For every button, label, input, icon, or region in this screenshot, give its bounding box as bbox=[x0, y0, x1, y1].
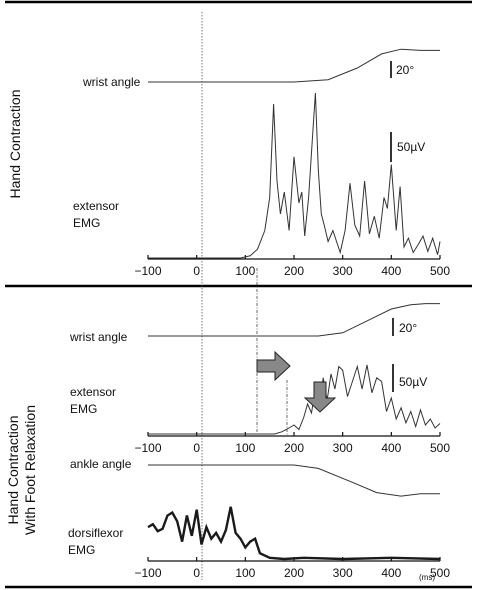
p2-x-axis-dorsiflexor: −100 0 100 200 300 400 500 bbox=[134, 557, 450, 580]
p1-wrist-angle-label: wrist angle bbox=[82, 75, 141, 89]
p2-dorsiflexor-label-line2: EMG bbox=[68, 543, 95, 557]
panel2-condition-label-line1: Hand Contraction bbox=[5, 416, 21, 525]
p1-tick-label: 0 bbox=[193, 264, 200, 278]
p2-ankle-angle-label: ankle angle bbox=[70, 457, 132, 471]
p2a-tick-label: −100 bbox=[134, 441, 161, 455]
p2b-tick-label: 0 bbox=[193, 566, 200, 580]
p1-x-axis: −100 0 100 200 300 400 500 bbox=[134, 255, 450, 278]
p2b-tick-label: −100 bbox=[134, 566, 161, 580]
p1-extensor-label-line2: EMG bbox=[73, 216, 100, 230]
p1-tick-label: 200 bbox=[284, 264, 304, 278]
p2a-tick-label: 0 bbox=[193, 441, 200, 455]
p1-angle-scale-label: 20° bbox=[396, 63, 414, 77]
p2-emg-scale-label: 50µV bbox=[399, 375, 427, 389]
p1-tick-label: 500 bbox=[430, 264, 450, 278]
x-unit-label: (ms) bbox=[419, 573, 435, 582]
p1-tick-label: −100 bbox=[134, 264, 161, 278]
p1-extensor-label-line1: extensor bbox=[73, 199, 119, 213]
panel2-condition-label-line2: With Foot Relaxation bbox=[22, 405, 38, 535]
p1-extensor-emg-trace bbox=[148, 92, 441, 259]
p2a-tick-label: 300 bbox=[333, 441, 353, 455]
panel1-condition-label: Hand Contraction bbox=[7, 90, 23, 199]
amplitude-reduction-arrow bbox=[303, 381, 337, 413]
p1-tick-label: 300 bbox=[333, 264, 353, 278]
p1-emg-scale-label: 50µV bbox=[397, 140, 425, 154]
p2b-tick-label: 200 bbox=[284, 566, 304, 580]
p2-angle-scale-label: 20° bbox=[399, 321, 417, 335]
p2-dorsiflexor-emg-trace bbox=[147, 506, 441, 561]
p2a-tick-label: 200 bbox=[284, 441, 304, 455]
p1-wrist-angle-trace bbox=[148, 48, 440, 83]
p2-ankle-angle-trace bbox=[148, 464, 440, 497]
p1-tick-label: 100 bbox=[235, 264, 255, 278]
onset-delay-arrow bbox=[256, 350, 291, 382]
p2-extensor-emg-trace bbox=[148, 364, 441, 435]
p1-tick-label: 400 bbox=[381, 264, 401, 278]
p2-wrist-angle-trace bbox=[148, 303, 440, 337]
p2b-tick-label: 500 bbox=[430, 566, 450, 580]
p2-x-axis-extensor: −100 0 100 200 300 400 500 bbox=[134, 432, 450, 455]
p2-dorsiflexor-label-line1: dorsiflexor bbox=[68, 526, 123, 540]
p2a-tick-label: 500 bbox=[430, 441, 450, 455]
p2b-tick-label: 300 bbox=[333, 566, 353, 580]
p2a-tick-label: 400 bbox=[381, 441, 401, 455]
p2-wrist-angle-label: wrist angle bbox=[69, 330, 128, 344]
p2-extensor-label-line2: EMG bbox=[70, 402, 97, 416]
p2a-tick-label: 100 bbox=[235, 441, 255, 455]
p2-extensor-label-line1: extensor bbox=[70, 385, 116, 399]
p2b-tick-label: 400 bbox=[381, 566, 401, 580]
p2b-tick-label: 100 bbox=[235, 566, 255, 580]
